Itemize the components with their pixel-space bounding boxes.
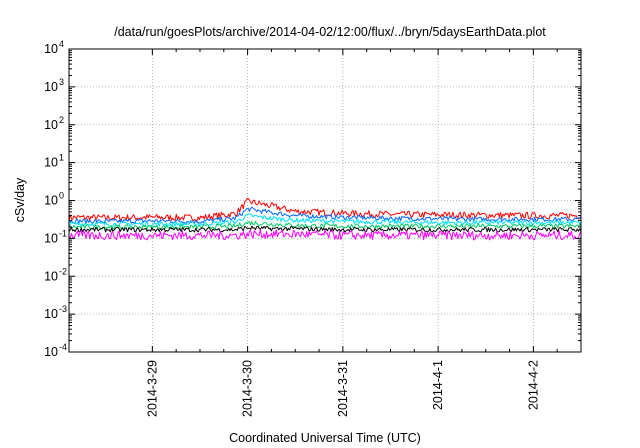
data-series-4 xyxy=(68,221,582,230)
axis-ticks xyxy=(69,48,581,353)
y-tick-exponent: -2 xyxy=(59,266,67,276)
y-tick-base: 10 xyxy=(44,80,58,94)
y-tick-base: 10 xyxy=(44,307,58,321)
y-tick-exponent: -3 xyxy=(59,304,67,314)
y-tick-exponent: 0 xyxy=(59,191,64,201)
x-tick-label: 2014-4-1 xyxy=(431,360,445,410)
grid xyxy=(69,49,581,352)
x-tick-label: 2014-3-31 xyxy=(336,360,350,417)
y-tick-label: 10 xyxy=(44,156,58,170)
x-axis-label: Coordinated Universal Time (UTC) xyxy=(229,431,421,445)
y-tick-exponent: 1 xyxy=(59,153,64,163)
y-tick-base: 10 xyxy=(44,118,58,132)
y-tick-base: 10 xyxy=(44,156,58,170)
y-tick-base: 10 xyxy=(44,269,58,283)
y-axis-label: cSv/day xyxy=(13,177,27,222)
data-series-6 xyxy=(68,229,582,241)
data-series-1 xyxy=(68,198,582,222)
y-tick-exponent: 3 xyxy=(59,77,64,87)
y-tick-base: 10 xyxy=(44,194,58,208)
y-tick-label: 10 xyxy=(44,269,58,283)
y-tick-base: 10 xyxy=(44,42,58,56)
data-series-3 xyxy=(68,213,582,227)
y-tick-label: 10 xyxy=(44,118,58,132)
y-tick-label: 10 xyxy=(44,42,58,56)
x-tick-label: 2014-4-2 xyxy=(526,360,540,410)
y-tick-exponent: -4 xyxy=(59,342,67,352)
y-tick-exponent: -1 xyxy=(59,228,67,238)
x-tick-label: 2014-3-30 xyxy=(241,360,255,417)
y-tick-base: 10 xyxy=(44,345,58,359)
y-tick-label: 10 xyxy=(44,194,58,208)
y-tick-base: 10 xyxy=(44,231,58,245)
y-tick-label: 10 xyxy=(44,345,58,359)
y-tick-label: 10 xyxy=(44,231,58,245)
y-tick-exponent: 2 xyxy=(59,115,64,125)
series-layer xyxy=(68,198,582,241)
y-tick-label: 10 xyxy=(44,307,58,321)
y-tick-exponent: 4 xyxy=(59,39,64,49)
y-tick-label: 10 xyxy=(44,80,58,94)
chart-title: /data/run/goesPlots/archive/2014-04-02/1… xyxy=(114,25,546,39)
x-axis-tick-labels: 2014-3-29 2014-3-30 2014-3-31 2014-4-1 2014-… xyxy=(145,360,540,417)
x-tick-label: 2014-3-29 xyxy=(145,360,159,417)
